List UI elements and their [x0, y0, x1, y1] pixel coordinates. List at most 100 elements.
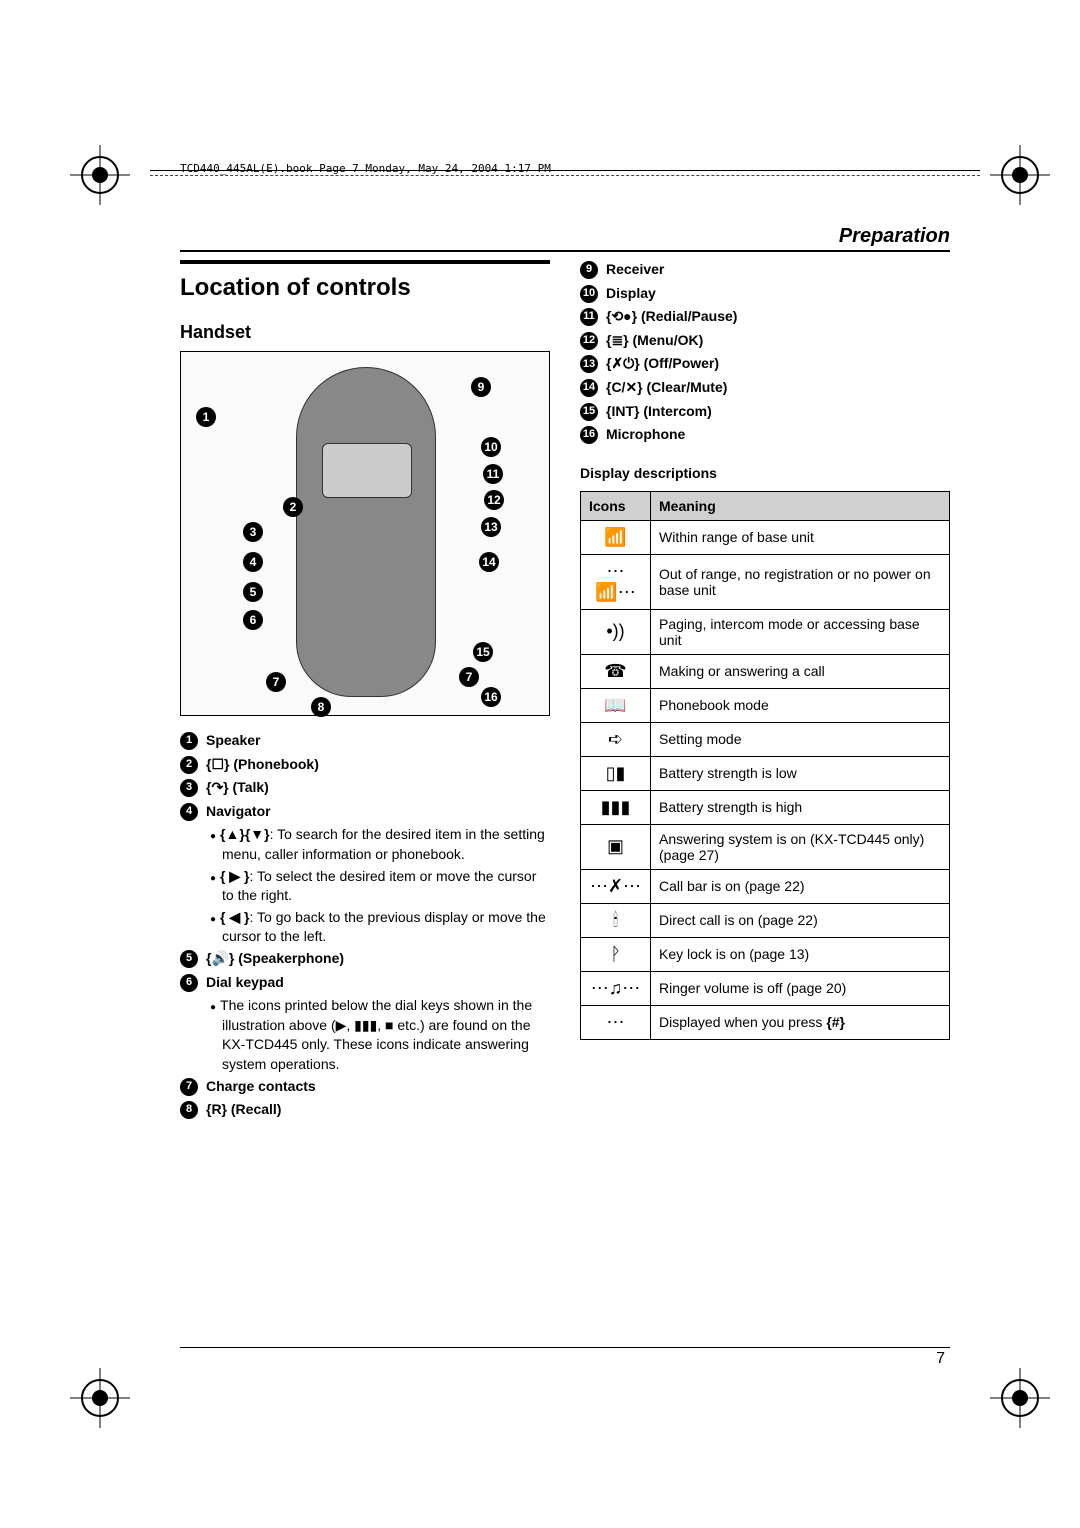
crop-mark-bottom-left [70, 1368, 130, 1428]
section-label: Preparation [839, 225, 950, 248]
icon-cell: ⋯📶⋯ [581, 554, 651, 609]
right-item-10: 10Display [580, 284, 950, 304]
item-number: 3 [180, 779, 198, 797]
crop-mark-top-right [990, 145, 1050, 205]
item-number: 11 [580, 308, 598, 326]
phone-screen [322, 443, 412, 498]
footer-rule [180, 1347, 950, 1348]
handset-heading: Handset [180, 322, 550, 343]
item-label: {≣} (Menu/OK) [606, 332, 703, 348]
callout-13: 13 [481, 517, 501, 537]
item-label: {↷} (Talk) [206, 779, 269, 795]
item-label: {C/✕} (Clear/Mute) [606, 379, 727, 395]
icon-cell: ᚹ [581, 937, 651, 971]
table-row: 🕯Direct call is on (page 22) [581, 903, 950, 937]
table-row: ➪Setting mode [581, 722, 950, 756]
callout-5: 5 [243, 582, 263, 602]
crop-mark-bottom-right [990, 1368, 1050, 1428]
item-number: 12 [580, 332, 598, 350]
item-number: 13 [580, 355, 598, 373]
table-row: ▯▮Battery strength is low [581, 756, 950, 790]
left-item-4: 4 Navigator [180, 802, 550, 822]
meaning-cell: Key lock is on (page 13) [651, 937, 950, 971]
icon-cell: ☎ [581, 654, 651, 688]
icon-cell: ▣ [581, 824, 651, 869]
table-row: •))Paging, intercom mode or accessing ba… [581, 609, 950, 654]
navigator-sub: {▲}{▼}: To search for the desired item i… [210, 825, 550, 864]
meaning-cell: Paging, intercom mode or accessing base … [651, 609, 950, 654]
left-column: Location of controls Handset 12345678910… [180, 260, 550, 1124]
table-row: ⋯✗⋯Call bar is on (page 22) [581, 869, 950, 903]
left-item-2: 2 {☐} (Phonebook) [180, 755, 550, 775]
item-label: {☐} (Phonebook) [206, 756, 319, 772]
item-label: Charge contacts [206, 1078, 316, 1094]
icon-cell: ▯▮ [581, 756, 651, 790]
meaning-cell: Setting mode [651, 722, 950, 756]
item-number: 16 [580, 426, 598, 444]
item-label: {⟲●} (Redial/Pause) [606, 308, 737, 324]
right-item-11: 11 {⟲●} (Redial/Pause) [580, 307, 950, 327]
left-item-5: 5{🔊} (Speakerphone) [180, 949, 550, 969]
callout-2: 2 [283, 497, 303, 517]
item-number: 1 [180, 732, 198, 750]
meaning-cell: Direct call is on (page 22) [651, 903, 950, 937]
left-item-6: 6Dial keypad [180, 973, 550, 993]
right-item-13: 13 {✗⏻} (Off/Power) [580, 354, 950, 374]
item-number: 8 [180, 1101, 198, 1119]
callout-16: 16 [481, 687, 501, 707]
meaning-cell: Making or answering a call [651, 654, 950, 688]
table-row: ᚹKey lock is on (page 13) [581, 937, 950, 971]
meaning-cell: Phonebook mode [651, 688, 950, 722]
keypad-note: The icons printed below the dial keys sh… [210, 996, 550, 1074]
callout-15: 15 [473, 642, 493, 662]
table-row: ☎Making or answering a call [581, 654, 950, 688]
right-item-12: 12 {≣} (Menu/OK) [580, 331, 950, 351]
item-label: Display [606, 285, 656, 301]
callout-1: 1 [196, 407, 216, 427]
callout-4: 4 [243, 552, 263, 572]
left-item-8: 8 {R} (Recall) [180, 1100, 550, 1120]
item-number: 15 [580, 403, 598, 421]
th-icons: Icons [581, 491, 651, 520]
meaning-cell: Battery strength is low [651, 756, 950, 790]
callout-9: 9 [471, 377, 491, 397]
item-number: 2 [180, 756, 198, 774]
item-label: Navigator [206, 803, 271, 819]
right-item-14: 14{C/✕} (Clear/Mute) [580, 378, 950, 398]
item-label: {R} (Recall) [206, 1101, 281, 1117]
table-row: 📶Within range of base unit [581, 520, 950, 554]
navigator-sub: { ▶ }: To select the desired item or mov… [210, 867, 550, 906]
item-label: Receiver [606, 261, 664, 277]
icon-cell: ➪ [581, 722, 651, 756]
item-label: {INT} (Intercom) [606, 403, 712, 419]
right-item-16: 16Microphone [580, 425, 950, 445]
callout-7: 7 [459, 667, 479, 687]
callout-14: 14 [479, 552, 499, 572]
section-rule [180, 250, 950, 252]
callout-12: 12 [484, 490, 504, 510]
item-number: 4 [180, 803, 198, 821]
icon-cell: ⋯✗⋯ [581, 869, 651, 903]
item-label: {✗⏻} (Off/Power) [606, 355, 719, 371]
meaning-cell: Out of range, no registration or no powe… [651, 554, 950, 609]
table-row: ⋯♫⋯Ringer volume is off (page 20) [581, 971, 950, 1005]
navigator-sub: { ◀ }: To go back to the previous displa… [210, 908, 550, 947]
icon-cell: •)) [581, 609, 651, 654]
table-row: 📖Phonebook mode [581, 688, 950, 722]
meaning-cell: Battery strength is high [651, 790, 950, 824]
crop-mark-top-left [70, 145, 130, 205]
callout-10: 10 [481, 437, 501, 457]
right-column: 9Receiver10Display11{⟲●} (Redial/Pause)1… [580, 260, 950, 1124]
phone-outline [296, 367, 436, 697]
left-item-1: 1 Speaker [180, 731, 550, 751]
callout-8: 8 [311, 697, 331, 717]
left-item-3: 3 {↷} (Talk) [180, 778, 550, 798]
item-label: Speaker [206, 732, 260, 748]
table-row: ▣Answering system is on (KX-TCD445 only)… [581, 824, 950, 869]
page-number: 7 [936, 1350, 945, 1368]
item-label: {🔊} (Speakerphone) [206, 950, 344, 966]
left-item-7: 7Charge contacts [180, 1077, 550, 1097]
icon-cell: ⋯♫⋯ [581, 971, 651, 1005]
meaning-cell: Ringer volume is off (page 20) [651, 971, 950, 1005]
title-bar [180, 260, 550, 264]
